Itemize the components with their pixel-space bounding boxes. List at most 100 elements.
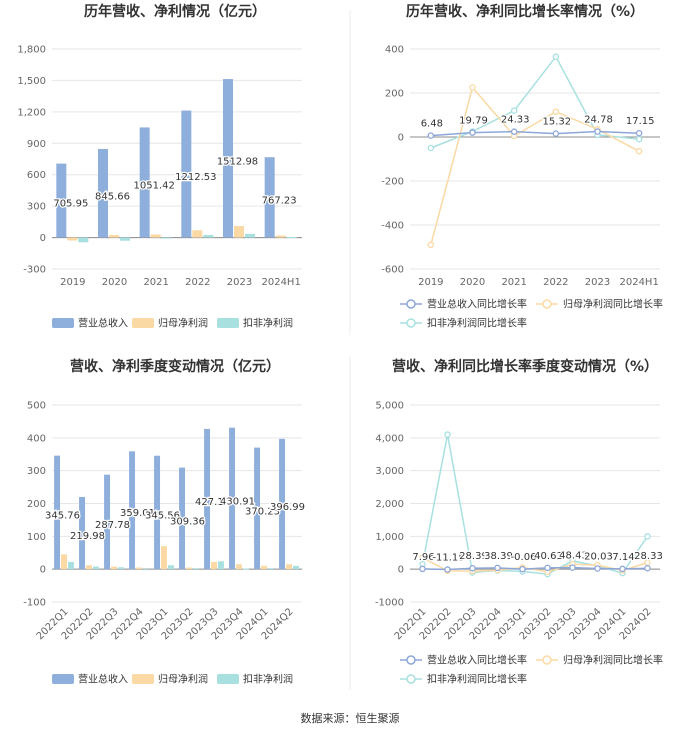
y-tick-label: 200 <box>27 499 46 510</box>
y-tick-label: 3,000 <box>375 466 404 477</box>
legend-marker <box>406 318 416 328</box>
bar-revenue <box>204 428 211 570</box>
legend-marker <box>406 655 416 665</box>
y-tick-label: 900 <box>27 139 46 150</box>
legend-label: 营业总收入 <box>78 317 128 330</box>
x-tick-label: 2019 <box>60 277 85 288</box>
y-tick-label: 300 <box>27 466 46 477</box>
y-tick-label: 600 <box>27 170 46 181</box>
data-label: 1512.98 <box>217 156 258 167</box>
bar-deducted-profit <box>78 237 89 243</box>
legend-marker <box>542 299 552 309</box>
bar-deducted-profit <box>203 234 214 238</box>
series-point-1 <box>594 128 601 135</box>
x-tick-label: 2021 <box>501 277 526 288</box>
bar-revenue <box>279 438 286 570</box>
bar-net-profit <box>275 235 286 238</box>
bar-net-profit <box>286 564 292 570</box>
series-point-1 <box>494 564 501 572</box>
legend-label: 归母净利润同比增长率 <box>563 654 663 667</box>
series-point-1 <box>469 564 476 572</box>
y-tick-label: 0 <box>398 133 404 144</box>
chart-title: 营收、净利季度变动情况（亿元） <box>70 358 280 375</box>
y-tick-label: 500 <box>27 401 46 412</box>
data-label: 48.43 <box>559 551 588 562</box>
data-label: 19.79 <box>459 116 488 127</box>
series-point-2 <box>469 84 476 91</box>
bar-net-profit <box>136 567 142 570</box>
bar-revenue <box>104 474 111 570</box>
series-point-1 <box>544 564 551 572</box>
bar-deducted-profit <box>286 237 297 239</box>
x-tick-label: 2020 <box>460 277 485 288</box>
y-tick-label: 1,000 <box>375 532 404 543</box>
series-point-1 <box>419 565 426 573</box>
series-line-3 <box>421 434 649 575</box>
data-label: 345.76 <box>45 510 80 521</box>
bar-net-profit <box>261 565 267 570</box>
series-point-2 <box>552 108 560 115</box>
y-tick-label: 400 <box>385 45 404 56</box>
data-source-footer: 数据来源：恒生聚源 <box>301 711 400 725</box>
y-tick-label: 5,000 <box>375 401 404 412</box>
bar-revenue <box>229 427 236 570</box>
x-tick-label: 2019 <box>418 277 443 288</box>
series-line-3 <box>430 55 640 149</box>
y-tick-label: 0 <box>398 565 404 576</box>
bar-revenue <box>179 467 186 570</box>
legend: 营业总收入 归母净利润 扣非净利润 <box>52 673 293 686</box>
data-label: 6.48 <box>421 119 443 130</box>
data-label: 845.66 <box>95 191 130 202</box>
data-label: -11.15 <box>432 553 464 564</box>
series-point-3 <box>635 135 643 143</box>
series-point-1 <box>569 564 576 571</box>
data-label: 7.14 <box>612 552 634 563</box>
y-tick-label: 1,200 <box>17 107 46 118</box>
series-line-1 <box>430 130 640 137</box>
legend-swatch <box>132 318 154 328</box>
bar-net-profit <box>86 565 92 570</box>
y-tick-label: -1000 <box>375 598 404 609</box>
chart-title: 营收、净利同比增长率季度变动情况（%） <box>392 358 658 375</box>
bar-deducted-profit <box>242 568 249 570</box>
series-point-1 <box>427 132 435 139</box>
data-label: 1212.53 <box>175 172 216 183</box>
series-line-2 <box>430 85 640 245</box>
chart-title: 历年营收、净利情况（亿元） <box>84 3 266 20</box>
bar-net-profit <box>109 234 119 238</box>
bar-net-profit <box>111 566 117 570</box>
legend-label: 扣非净利润同比增长率 <box>427 673 527 686</box>
bar-deducted-profit <box>217 561 224 570</box>
x-tick-label: 2024H1 <box>619 277 658 288</box>
data-label: 359.01 <box>120 508 155 519</box>
y-tick-label: 1,800 <box>17 45 46 56</box>
data-label: 15.32 <box>543 117 572 128</box>
data-label: 705.95 <box>53 199 88 210</box>
series-point-1 <box>644 564 651 572</box>
legend-swatch <box>52 674 74 684</box>
bar-net-profit <box>211 561 217 570</box>
legend-marker <box>406 674 416 684</box>
series-point-2 <box>427 241 435 249</box>
data-label: 38.39 <box>484 551 513 562</box>
bar-revenue <box>98 148 108 238</box>
data-label: 17.15 <box>626 116 655 127</box>
series-point-1 <box>619 565 626 573</box>
data-label: 24.33 <box>501 115 530 126</box>
bar-deducted-profit <box>267 568 274 570</box>
legend-label: 归母净利润 <box>158 317 208 330</box>
legend-swatch <box>217 674 239 684</box>
x-tick-label: 2023 <box>585 277 610 288</box>
chart-panel-2: 历年营收、净利同比增长率情况（%） -600 -400 -200 0 200 400 2019… <box>381 3 663 330</box>
series-point-1 <box>594 565 601 572</box>
legend-marker <box>542 655 552 665</box>
data-label: 309.36 <box>170 516 205 527</box>
y-tick-label: 200 <box>385 89 404 100</box>
series-point-1 <box>635 129 643 137</box>
x-tick-label: 2023 <box>227 277 252 288</box>
x-tick-label: 2022 <box>543 277 568 288</box>
legend-label: 归母净利润 <box>158 673 208 686</box>
legend-swatch <box>52 318 74 328</box>
y-tick-label: 0 <box>40 565 46 576</box>
